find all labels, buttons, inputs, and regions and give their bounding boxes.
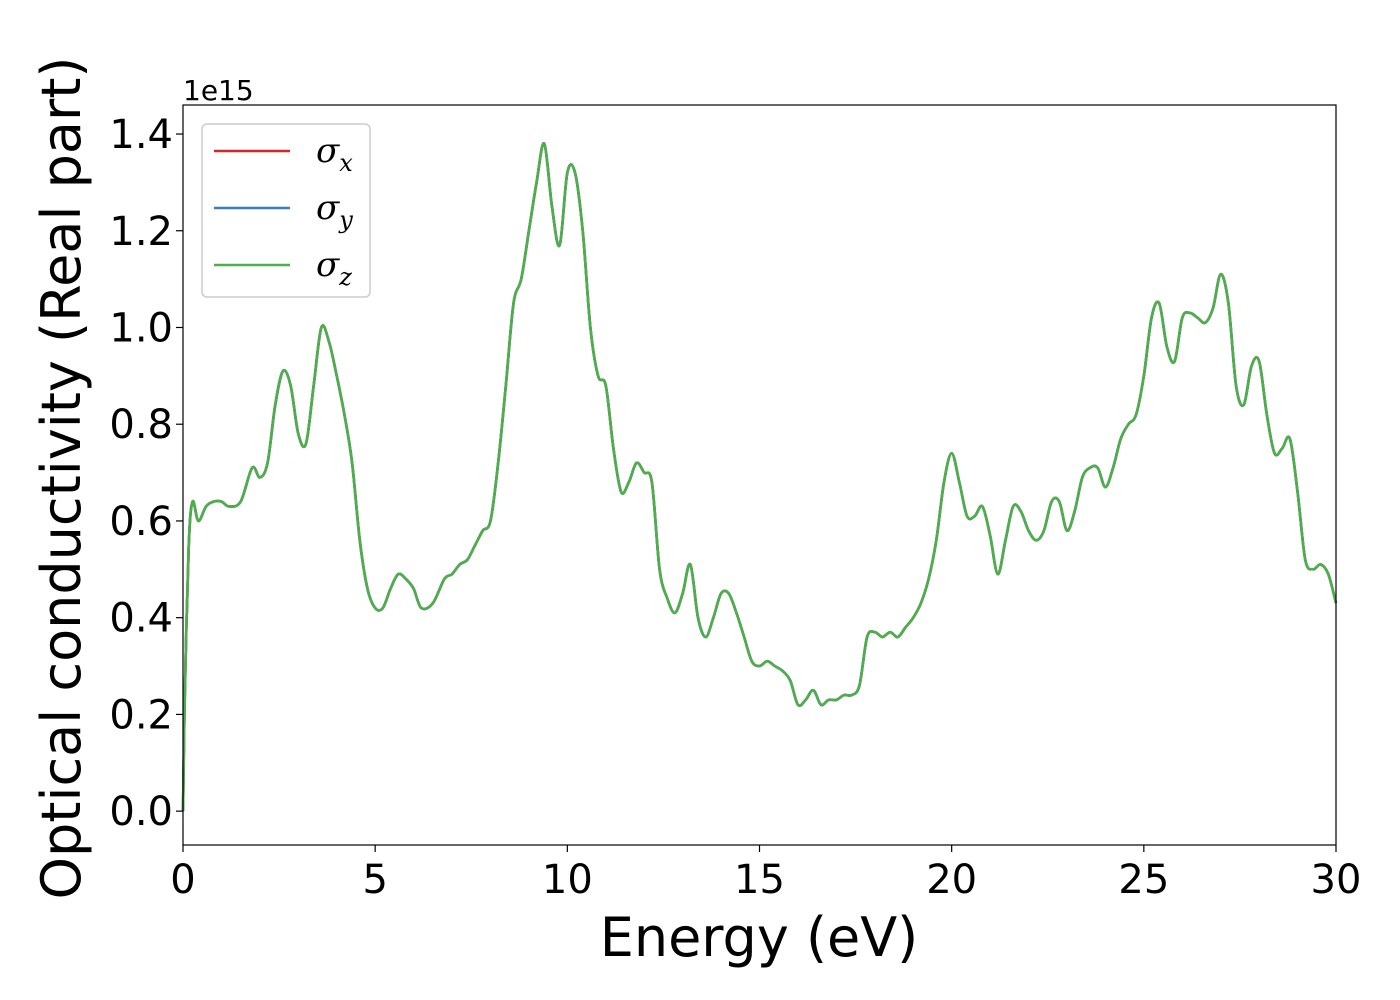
x-tick-label: 15 — [734, 857, 785, 903]
x-tick-label: 5 — [362, 857, 387, 903]
legend-label-z: σz — [316, 245, 352, 291]
x-tick-label: 30 — [1311, 857, 1362, 903]
plot-lines — [181, 142, 1338, 812]
x-tick-label: 25 — [1118, 857, 1169, 903]
y-axis-label: Optical conductivity (Real part) — [30, 57, 93, 900]
legend-frame — [201, 123, 371, 298]
y-tick-label: 0.0 — [109, 789, 173, 835]
x-axis-label: Energy (eV) — [600, 906, 919, 969]
x-tick-label: 0 — [170, 857, 195, 903]
x-tick-label: 10 — [542, 857, 593, 903]
y-axis-ticks: 0.0 0.2 0.4 0.6 0.8 1.0 1.2 1.4 — [109, 112, 183, 835]
y-tick-label: 1.0 — [109, 305, 173, 351]
y-tick-label: 0.4 — [109, 596, 173, 642]
legend-label-y: σy — [316, 188, 353, 234]
x-axis-ticks: 0 5 10 15 20 25 30 — [170, 845, 1361, 903]
y-tick-label: 0.2 — [109, 692, 173, 738]
series-line-z — [181, 142, 1338, 812]
y-offset-label: 1e15 — [183, 74, 254, 107]
legend: σx σy σz — [201, 123, 371, 298]
legend-label-x: σx — [316, 131, 353, 177]
y-tick-label: 1.4 — [109, 112, 173, 158]
y-tick-label: 0.8 — [109, 402, 173, 448]
x-tick-label: 20 — [926, 857, 977, 903]
y-tick-label: 0.6 — [109, 499, 173, 545]
y-tick-label: 1.2 — [109, 209, 173, 255]
